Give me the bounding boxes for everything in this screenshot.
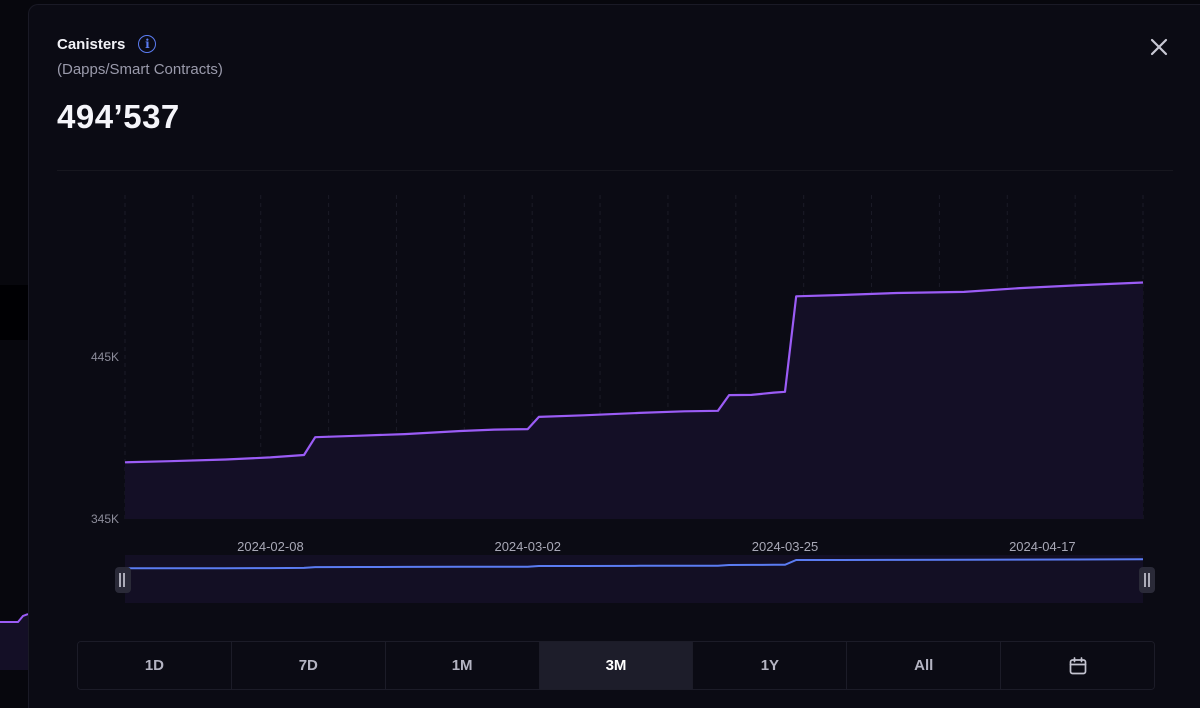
y-tick-label: 445K — [91, 350, 119, 364]
modal-subtitle: (Dapps/Smart Contracts) — [57, 61, 223, 78]
x-tick-label: 2024-04-17 — [1009, 539, 1076, 554]
chart-area — [125, 282, 1143, 519]
close-icon[interactable] — [1147, 35, 1171, 59]
time-range-selector: 1D 7D 1M 3M 1Y All — [77, 641, 1155, 690]
header-divider — [57, 170, 1173, 171]
info-icon[interactable]: i — [138, 35, 157, 53]
navigator-line — [125, 558, 1144, 570]
navigator-track[interactable] — [125, 555, 1143, 603]
calendar-icon — [1069, 656, 1086, 674]
navigator-right-handle[interactable] — [1139, 567, 1155, 593]
canisters-chart: 345K 445K 2024-02-08 2024-03-02 2024-03-25 2… — [91, 195, 1155, 603]
modal-title: Canisters — [57, 35, 126, 53]
range-button-1y[interactable]: 1Y — [693, 642, 848, 689]
chart-line — [124, 281, 1144, 464]
range-button-3m[interactable]: 3M — [539, 642, 694, 689]
y-tick-label: 345K — [91, 512, 119, 526]
background-panel — [0, 285, 28, 340]
range-navigator[interactable] — [115, 555, 1155, 603]
range-button-7d[interactable]: 7D — [231, 642, 386, 689]
modal-header: Canisters i (Dapps/Smart Contracts) 494’… — [57, 35, 223, 136]
background-mini-chart — [0, 613, 28, 670]
range-button-all[interactable]: All — [847, 642, 1002, 689]
canisters-modal: Canisters i (Dapps/Smart Contracts) 494’… — [28, 4, 1200, 708]
canister-count: 494’537 — [57, 98, 180, 135]
navigator-left-handle[interactable] — [115, 567, 131, 593]
range-button-1d[interactable]: 1D — [78, 642, 232, 689]
x-tick-label: 2024-02-08 — [237, 539, 304, 554]
range-button-1m[interactable]: 1M — [385, 642, 540, 689]
x-tick-label: 2024-03-02 — [494, 539, 561, 554]
calendar-button[interactable] — [1001, 642, 1154, 689]
x-tick-label: 2024-03-25 — [752, 539, 819, 554]
